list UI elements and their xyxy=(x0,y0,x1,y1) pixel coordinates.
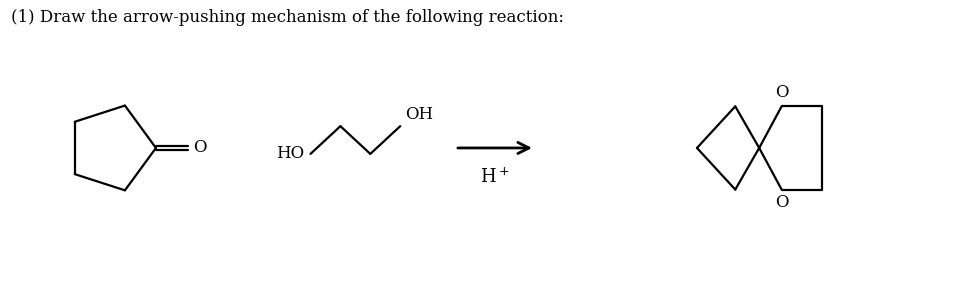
Text: (1) Draw the arrow-pushing mechanism of the following reaction:: (1) Draw the arrow-pushing mechanism of … xyxy=(12,9,564,26)
Text: O: O xyxy=(193,140,206,156)
Text: O: O xyxy=(775,84,788,102)
Text: HO: HO xyxy=(276,145,304,162)
Text: OH: OH xyxy=(405,106,433,123)
Text: O: O xyxy=(775,194,788,211)
Text: H$^+$: H$^+$ xyxy=(480,168,510,187)
